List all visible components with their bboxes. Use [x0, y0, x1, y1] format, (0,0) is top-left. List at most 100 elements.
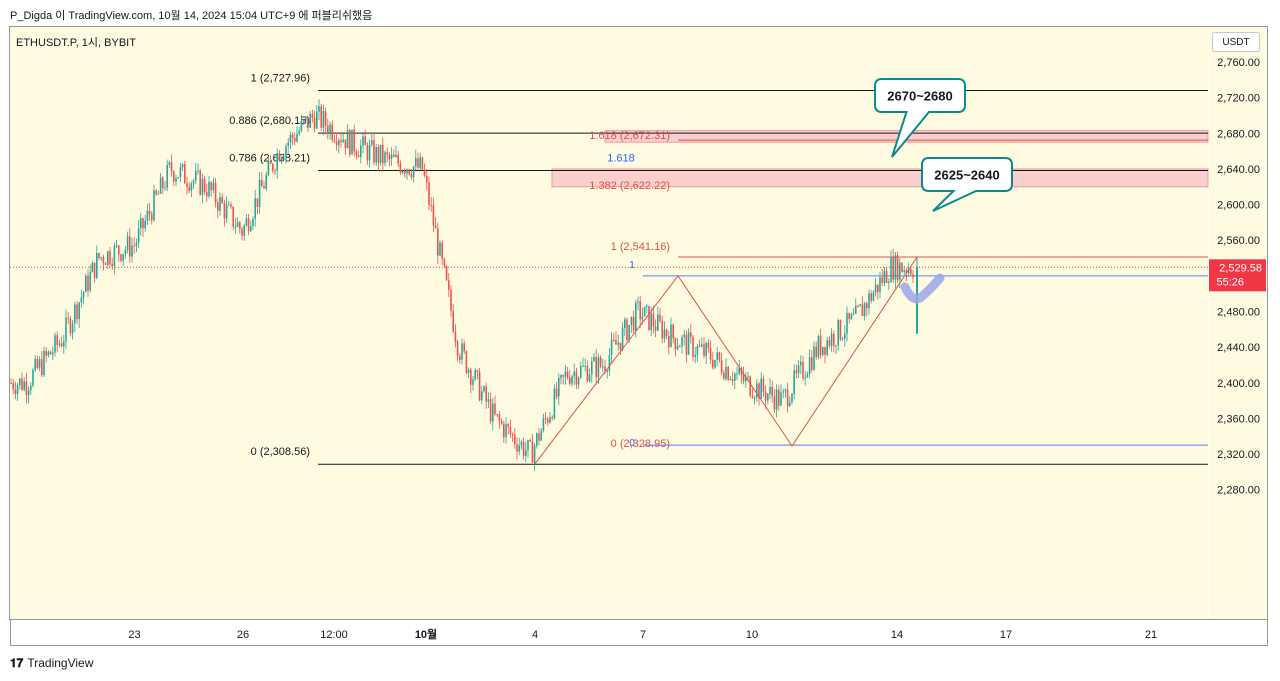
candle-body	[632, 316, 635, 331]
candle-body	[445, 266, 448, 281]
currency-button[interactable]: USDT	[1212, 32, 1260, 52]
candle-body	[606, 370, 608, 372]
candle-body	[184, 164, 186, 184]
candle-body	[701, 344, 703, 347]
candle-body	[617, 342, 619, 345]
candle-body	[802, 361, 804, 379]
candle-body	[269, 161, 272, 164]
candle-body	[577, 377, 580, 385]
candle-body	[410, 174, 413, 178]
candle-body	[566, 371, 569, 378]
candle-body	[32, 370, 34, 386]
candle-body	[100, 257, 102, 259]
candle-body	[729, 379, 732, 381]
candle-body	[474, 370, 476, 380]
candle-body	[210, 182, 212, 191]
candle-body	[784, 389, 787, 392]
candle-body	[588, 374, 591, 382]
x-tick-label: 10월	[415, 627, 437, 641]
candle-body	[514, 434, 516, 445]
candle-body	[351, 129, 353, 155]
y-tick-label: 2,360.00	[1217, 413, 1260, 425]
candle-body	[874, 284, 877, 293]
candle-body	[465, 351, 468, 373]
plot-area[interactable]	[10, 27, 1208, 619]
candle-body	[657, 314, 659, 331]
symbol-label[interactable]: ETHUSDT.P, 1시, BYBIT	[16, 37, 136, 49]
candle-body	[698, 346, 701, 348]
candle-body	[34, 359, 36, 371]
candle-body	[305, 117, 307, 121]
candle-body	[82, 292, 85, 298]
candle-body	[338, 140, 340, 146]
candle-body	[221, 196, 223, 204]
candle-body	[318, 106, 320, 112]
candle-body	[162, 177, 164, 189]
candle-body	[707, 343, 710, 348]
candle-body	[379, 145, 382, 163]
candle-body	[584, 365, 586, 367]
candle-body	[329, 124, 331, 135]
candle-body	[133, 245, 135, 247]
candle-body	[322, 111, 325, 128]
candle-body	[604, 366, 606, 371]
candle-body	[393, 154, 395, 157]
candle-body	[503, 423, 505, 438]
candle-body	[272, 163, 274, 171]
check-mark-icon	[900, 273, 945, 304]
candle-body	[236, 222, 239, 227]
candle-body	[848, 312, 850, 320]
candle-body	[355, 151, 358, 156]
candle-body	[16, 385, 19, 395]
candle-body	[360, 145, 362, 158]
time-axis[interactable]	[10, 620, 1268, 646]
candle-body	[56, 335, 58, 345]
candle-body	[808, 357, 811, 375]
ext-level-label: 1 (2,541.16)	[611, 241, 670, 253]
candle-body	[780, 392, 782, 406]
candle-body	[54, 335, 56, 353]
candle-body	[390, 154, 393, 160]
candle-body	[767, 393, 769, 401]
candle-body	[111, 264, 113, 267]
candle-body	[830, 333, 833, 346]
blue-level-label: 0	[629, 438, 635, 449]
candle-body	[793, 370, 795, 394]
candle-body	[467, 369, 470, 373]
callout-upper	[874, 78, 966, 158]
candle-body	[382, 145, 384, 164]
candle-body	[166, 164, 168, 188]
candle-body	[241, 228, 243, 236]
candle-body	[536, 433, 538, 446]
fib-level-label: 1 (2,727.96)	[251, 73, 310, 85]
candle-body	[709, 347, 712, 360]
candle-body	[47, 351, 50, 356]
footer-brand[interactable]: 𝟏𝟕 TradingView	[10, 656, 93, 671]
price-axis[interactable]	[1209, 27, 1267, 619]
candle-body	[586, 365, 589, 382]
candle-body	[91, 262, 94, 273]
y-tick-label: 2,640.00	[1217, 164, 1260, 176]
candle-body	[580, 366, 582, 378]
candle-body	[487, 399, 490, 402]
candle-body	[225, 204, 228, 219]
candle-body	[791, 393, 793, 403]
candle-body	[456, 341, 459, 356]
candle-body	[877, 284, 879, 293]
candle-body	[665, 329, 668, 336]
candle-body	[349, 130, 351, 155]
candle-body	[219, 196, 221, 211]
candle-body	[637, 301, 639, 303]
candle-body	[173, 171, 175, 182]
candle-body	[36, 359, 39, 369]
candle-body	[157, 193, 160, 195]
candle-body	[663, 329, 666, 339]
candle-body	[626, 319, 628, 341]
brand-label: TradingView	[27, 656, 94, 670]
candle-body	[316, 111, 318, 129]
candle-body	[575, 371, 578, 385]
candle-body	[168, 162, 171, 165]
candle-body	[764, 391, 767, 401]
candle-body	[905, 270, 908, 274]
